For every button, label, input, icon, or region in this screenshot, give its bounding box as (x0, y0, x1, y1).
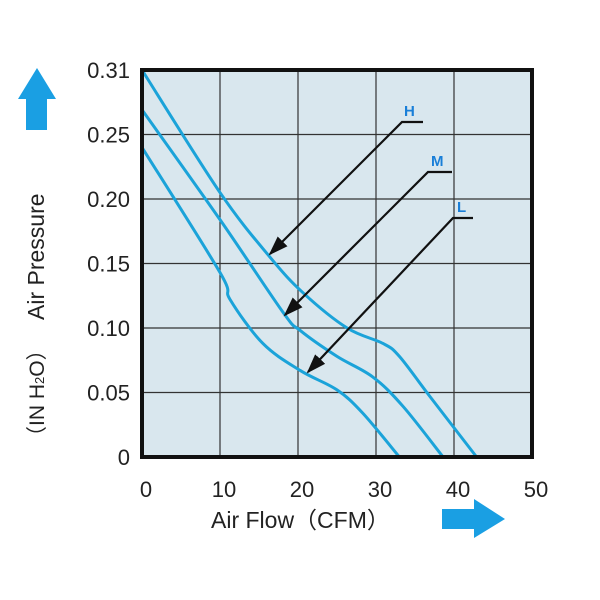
y-tick-label: 0.10 (87, 316, 130, 341)
y-tick-label: 0 (118, 445, 130, 470)
y-tick-label: 0.20 (87, 187, 130, 212)
y-axis-unit: （IN H2O） (26, 339, 49, 447)
x-tick-label: 0 (140, 477, 152, 502)
x-tick-label: 10 (212, 477, 236, 502)
y-tick-label: 0.05 (87, 381, 130, 406)
x-axis-arrow-icon (442, 499, 505, 538)
series-line-H (140, 69, 478, 458)
y-tick-labels: 0 0.05 0.10 0.15 0.20 0.25 0.31 (87, 58, 130, 470)
curve-label-M: M (431, 153, 444, 170)
y-axis-arrow-icon (18, 68, 56, 130)
x-tick-label: 20 (290, 477, 314, 502)
plot-border (140, 68, 534, 459)
series-line-M (140, 108, 445, 458)
x-axis-label: Air Flow（CFM） (211, 507, 390, 533)
x-tick-labels: 0 10 20 30 40 50 (140, 477, 548, 502)
x-tick-label: 30 (368, 477, 392, 502)
callout-M: M (283, 153, 452, 317)
callout-arrow-M (283, 170, 452, 317)
y-tick-label: 0.31 (87, 58, 130, 83)
callout-arrow-H (268, 120, 423, 256)
curve-label-H: H (404, 103, 415, 120)
series-line-L (140, 146, 401, 458)
y-axis-label: Air Pressure (23, 193, 49, 320)
x-tick-label: 50 (524, 477, 548, 502)
curves (140, 69, 478, 458)
curve-label-L: L (457, 199, 466, 216)
y-tick-label: 0.15 (87, 252, 130, 277)
y-tick-label: 0.25 (87, 123, 130, 148)
x-tick-label: 40 (446, 477, 470, 502)
callout-H: H (268, 103, 423, 256)
callout-arrow-L (306, 216, 473, 374)
callout-L: L (306, 199, 473, 374)
